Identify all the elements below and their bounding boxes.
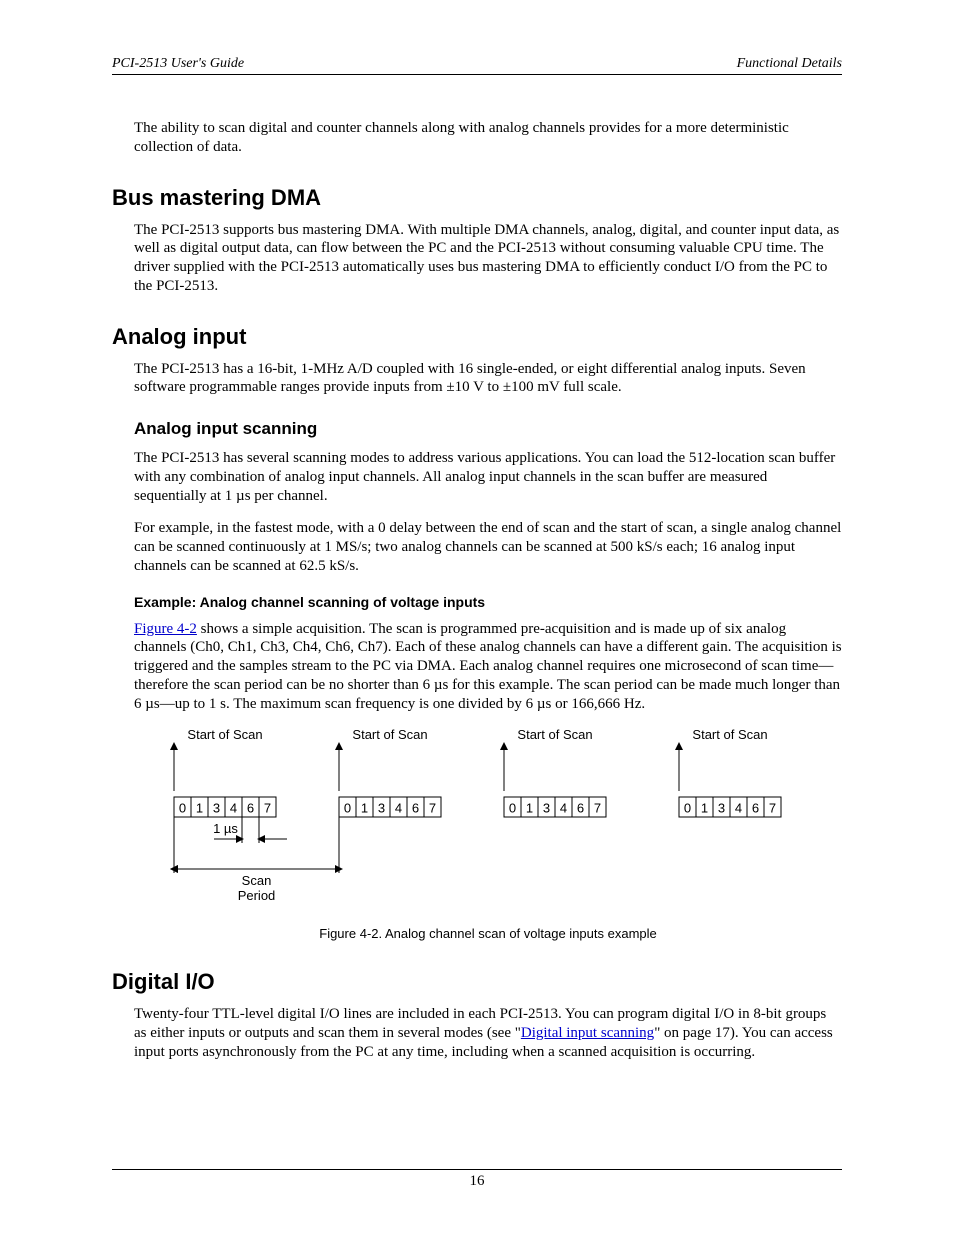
svg-text:Start of Scan: Start of Scan xyxy=(352,727,427,742)
heading-analog-input-scanning: Analog input scanning xyxy=(112,419,842,439)
page-number: 16 xyxy=(470,1173,485,1189)
example-paragraph: Figure 4-2 shows a simple acquisition. T… xyxy=(112,620,842,714)
scan-diagram: Start of Scan013467Start of Scan013467St… xyxy=(134,727,834,907)
svg-text:Scan: Scan xyxy=(242,873,272,888)
svg-text:4: 4 xyxy=(230,801,237,816)
svg-text:0: 0 xyxy=(509,801,516,816)
svg-text:1: 1 xyxy=(526,801,533,816)
bus-mastering-p1: The PCI-2513 supports bus mastering DMA.… xyxy=(112,221,842,296)
svg-text:4: 4 xyxy=(735,801,742,816)
page-header: PCI-2513 User's Guide Functional Details xyxy=(112,56,842,75)
header-right: Functional Details xyxy=(737,56,842,72)
svg-text:7: 7 xyxy=(769,801,776,816)
svg-text:6: 6 xyxy=(752,801,759,816)
digital-io-p1: Twenty-four TTL-level digital I/O lines … xyxy=(112,1005,842,1061)
example-heading: Example: Analog channel scanning of volt… xyxy=(112,594,842,610)
figure-caption: Figure 4-2. Analog channel scan of volta… xyxy=(134,926,842,941)
svg-text:7: 7 xyxy=(264,801,271,816)
figure-4-2: Start of Scan013467Start of Scan013467St… xyxy=(112,727,842,941)
svg-text:Period: Period xyxy=(238,888,276,903)
example-rest: shows a simple acquisition. The scan is … xyxy=(134,621,842,712)
svg-text:0: 0 xyxy=(684,801,691,816)
digital-input-scanning-link[interactable]: Digital input scanning xyxy=(521,1025,654,1041)
svg-text:6: 6 xyxy=(412,801,419,816)
svg-text:Start of Scan: Start of Scan xyxy=(187,727,262,742)
figure-4-2-link[interactable]: Figure 4-2 xyxy=(134,621,197,637)
svg-text:6: 6 xyxy=(577,801,584,816)
svg-text:7: 7 xyxy=(594,801,601,816)
svg-text:Start of Scan: Start of Scan xyxy=(517,727,592,742)
heading-bus-mastering: Bus mastering DMA xyxy=(112,185,842,211)
svg-text:1: 1 xyxy=(361,801,368,816)
analog-scanning-p1: The PCI-2513 has several scanning modes … xyxy=(112,449,842,505)
svg-text:3: 3 xyxy=(718,801,725,816)
svg-text:Start of Scan: Start of Scan xyxy=(692,727,767,742)
svg-text:0: 0 xyxy=(344,801,351,816)
heading-digital-io: Digital I/O xyxy=(112,969,842,995)
svg-text:1 µs: 1 µs xyxy=(213,821,238,836)
heading-analog-input: Analog input xyxy=(112,324,842,350)
svg-text:1: 1 xyxy=(196,801,203,816)
page: PCI-2513 User's Guide Functional Details… xyxy=(0,0,954,1235)
svg-text:3: 3 xyxy=(378,801,385,816)
svg-text:6: 6 xyxy=(247,801,254,816)
svg-text:4: 4 xyxy=(395,801,402,816)
svg-text:0: 0 xyxy=(179,801,186,816)
intro-paragraph: The ability to scan digital and counter … xyxy=(112,119,842,157)
svg-text:7: 7 xyxy=(429,801,436,816)
analog-input-p1: The PCI-2513 has a 16-bit, 1-MHz A/D cou… xyxy=(112,360,842,398)
analog-scanning-p2: For example, in the fastest mode, with a… xyxy=(112,519,842,575)
svg-text:3: 3 xyxy=(543,801,550,816)
svg-text:4: 4 xyxy=(560,801,567,816)
svg-text:3: 3 xyxy=(213,801,220,816)
svg-text:1: 1 xyxy=(701,801,708,816)
page-footer: 16 xyxy=(112,1169,842,1190)
header-left: PCI-2513 User's Guide xyxy=(112,56,244,72)
